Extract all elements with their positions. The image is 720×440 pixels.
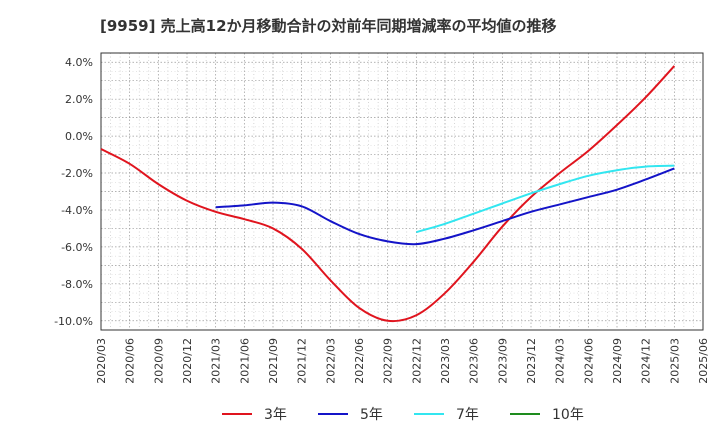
x-tick-label: 2023/09 bbox=[496, 338, 509, 384]
x-tick-label: 2025/03 bbox=[668, 338, 681, 384]
x-tick-label: 2020/06 bbox=[124, 338, 137, 384]
x-tick-label: 2025/06 bbox=[697, 338, 710, 384]
y-tick-label: -10.0% bbox=[54, 315, 93, 328]
x-tick-label: 2020/03 bbox=[95, 338, 108, 384]
series-line-7年 bbox=[416, 164, 675, 234]
y-tick-label: -4.0% bbox=[61, 204, 93, 217]
x-tick-label: 2021/09 bbox=[267, 338, 280, 384]
x-tick-label: 2022/03 bbox=[324, 338, 337, 384]
y-tick-label: 2.0% bbox=[65, 93, 93, 106]
series-line-3年 bbox=[100, 65, 676, 323]
legend-label: 3年 bbox=[264, 407, 287, 423]
x-tick-label: 2020/09 bbox=[152, 338, 165, 384]
x-tick-label: 2021/06 bbox=[238, 338, 251, 384]
legend-label: 7年 bbox=[456, 407, 479, 423]
legend-label: 10年 bbox=[552, 407, 584, 423]
x-tick-label: 2024/06 bbox=[582, 338, 595, 384]
x-tick-label: 2022/06 bbox=[353, 338, 366, 384]
x-tick-label: 2021/03 bbox=[210, 338, 223, 384]
y-tick-label: 4.0% bbox=[65, 56, 93, 69]
x-tick-label: 2021/12 bbox=[296, 338, 309, 384]
x-tick-label: 2024/12 bbox=[640, 338, 653, 384]
y-tick-label: 0.0% bbox=[65, 130, 93, 143]
x-tick-label: 2023/12 bbox=[525, 338, 538, 384]
x-tick-label: 2022/09 bbox=[382, 338, 395, 384]
x-tick-label: 2023/03 bbox=[439, 338, 452, 384]
chart-title: [9959] 売上高12か月移動合計の対前年同期増減率の平均値の推移 bbox=[100, 17, 557, 35]
y-tick-label: -6.0% bbox=[61, 241, 93, 254]
y-tick-label: -8.0% bbox=[61, 278, 93, 291]
x-tick-label: 2023/06 bbox=[468, 338, 481, 384]
x-tick-label: 2024/03 bbox=[554, 338, 567, 384]
plot-frame bbox=[100, 52, 704, 331]
y-tick-label: -2.0% bbox=[61, 167, 93, 180]
x-tick-label: 2020/12 bbox=[181, 338, 194, 384]
x-tick-label: 2024/09 bbox=[611, 338, 624, 384]
legend-label: 5年 bbox=[360, 407, 383, 423]
series-line-5年 bbox=[215, 167, 675, 246]
x-tick-label: 2022/12 bbox=[410, 338, 423, 384]
